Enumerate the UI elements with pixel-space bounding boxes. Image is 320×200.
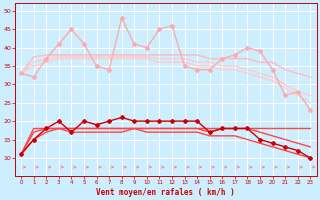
X-axis label: Vent moyen/en rafales ( km/h ): Vent moyen/en rafales ( km/h ) xyxy=(96,188,235,197)
